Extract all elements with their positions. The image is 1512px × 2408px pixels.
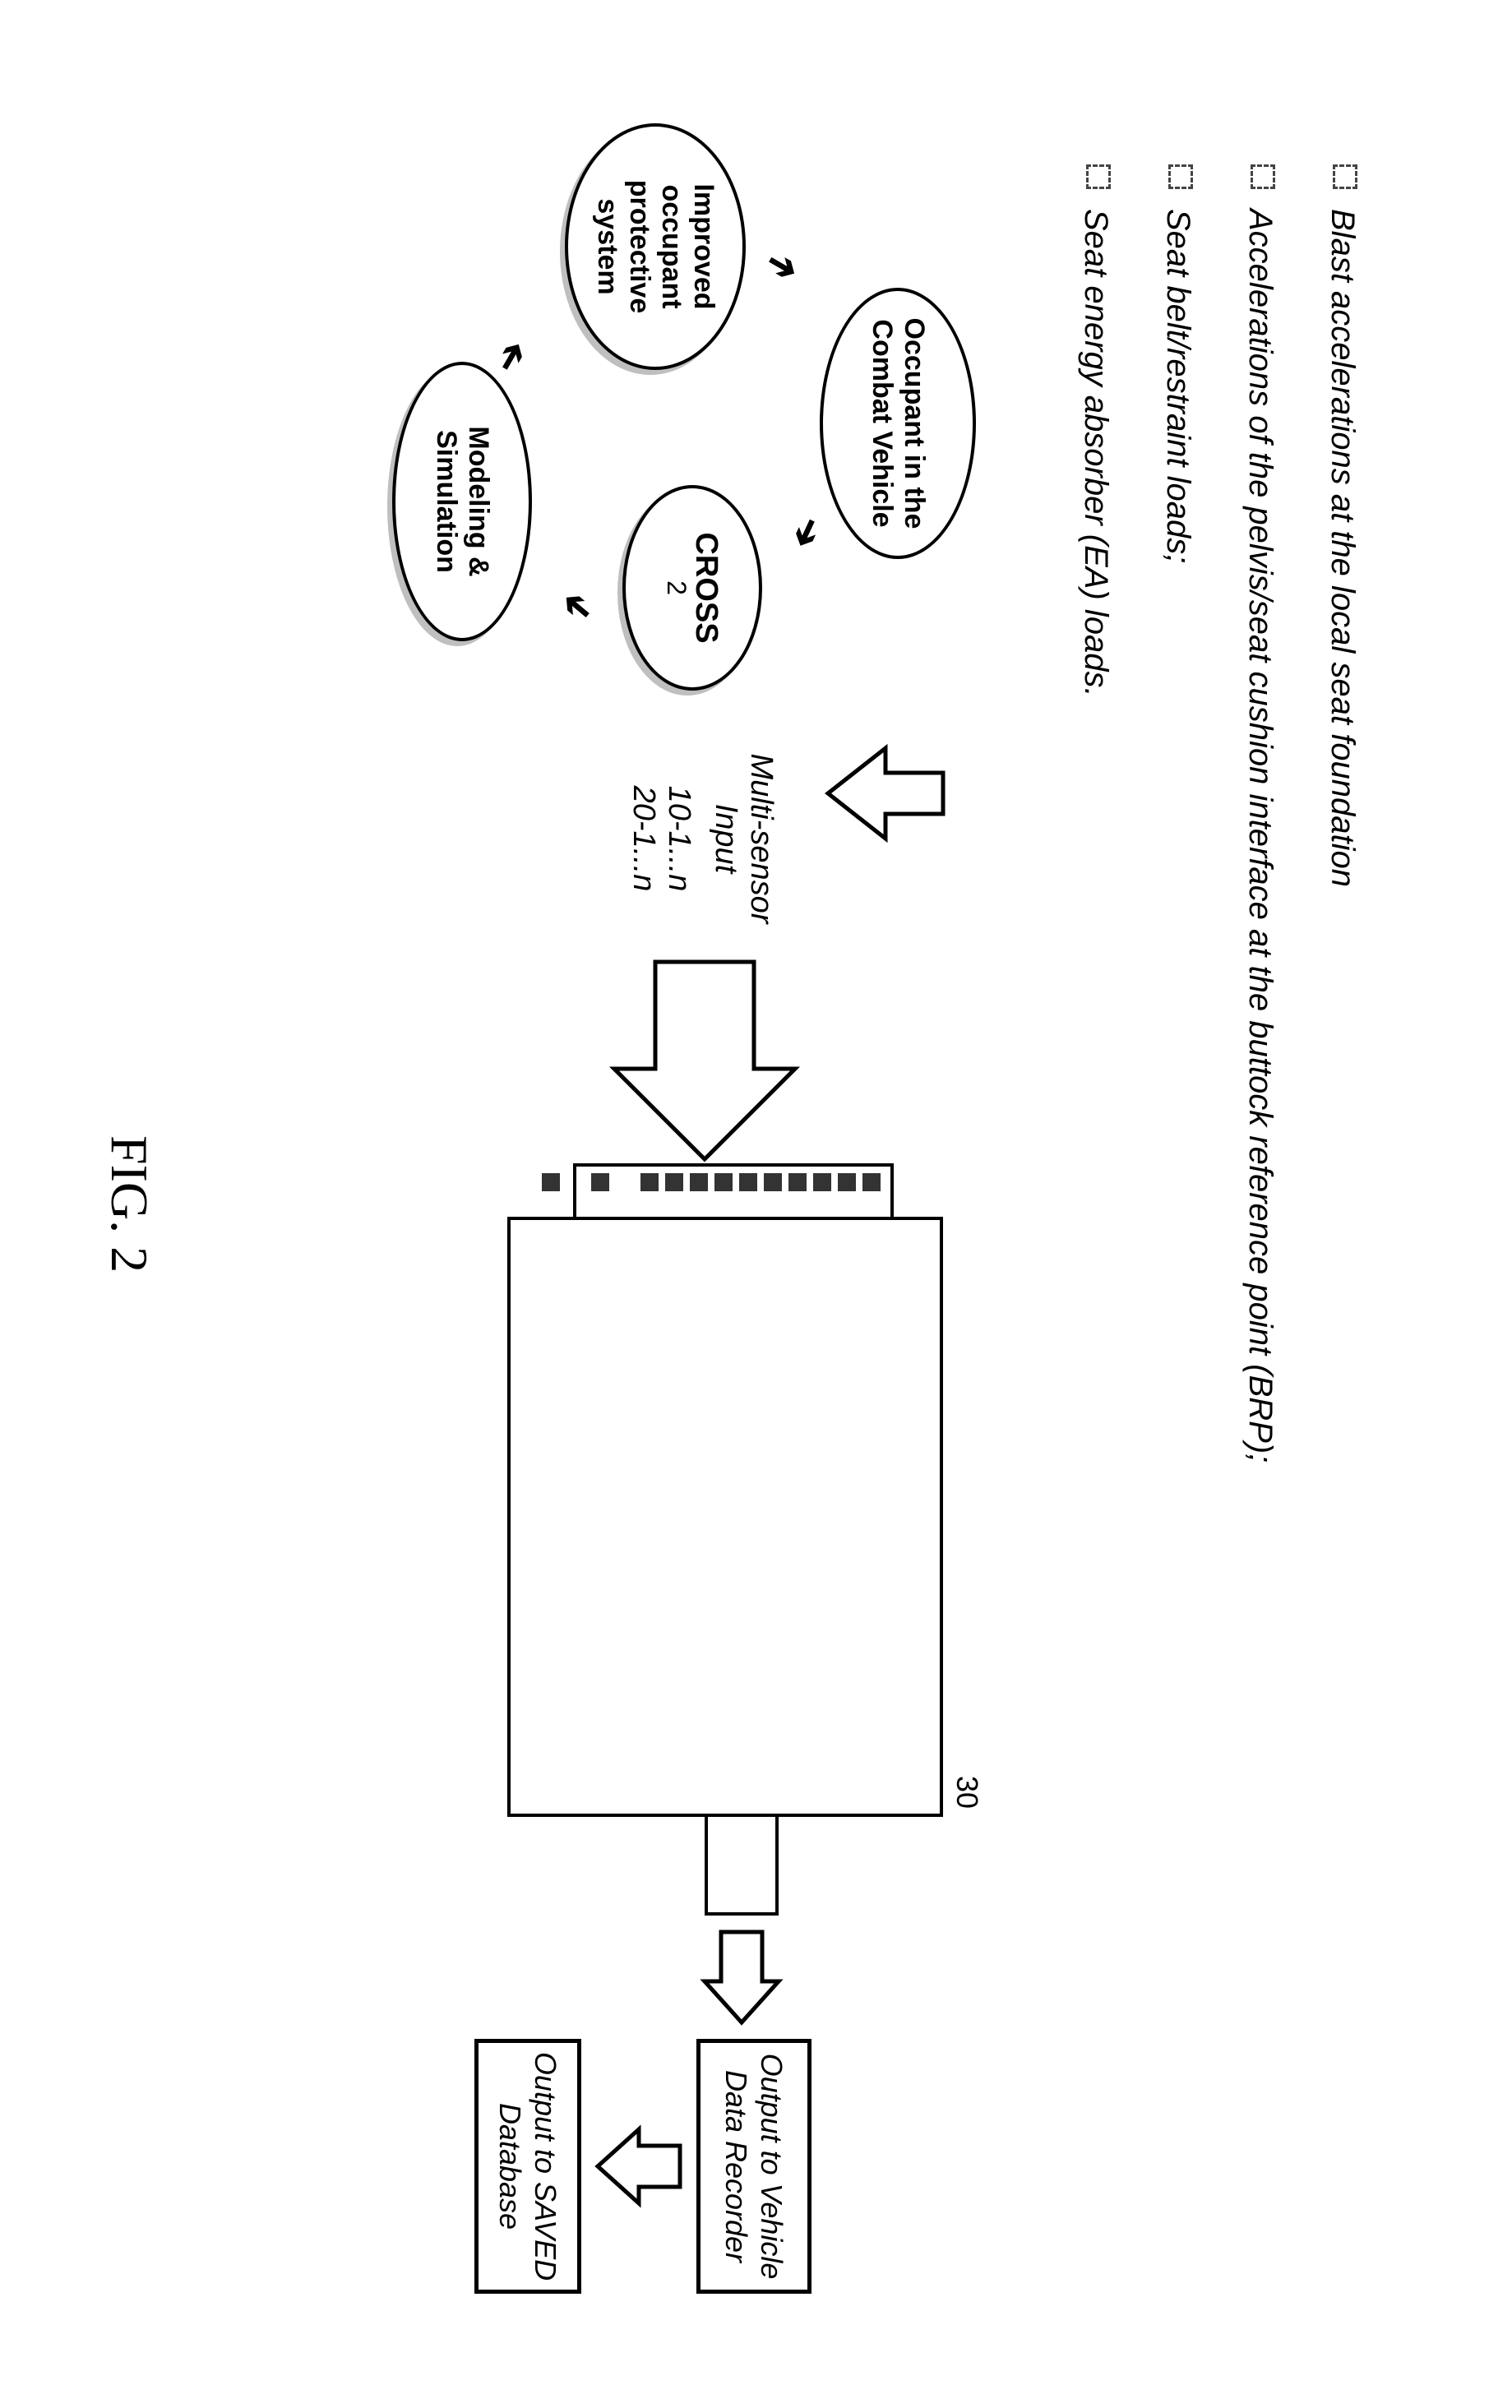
sensor-line: Multi-sensor [743,732,779,945]
sensor-line: Input [708,732,743,945]
bullet-item: Blast accelerations at the local seat fo… [1321,164,1364,2244]
oval-occupant: Occupant in the Combat Vehicle [820,288,976,559]
diagram: Occupant in the Combat Vehicle CROSS 2 M… [88,164,992,2244]
bullet-text: Seat energy absorber (EA) loads. [1075,209,1117,697]
checkbox-icon [1251,164,1275,189]
cycle-arrow-icon: ➔ [782,511,833,556]
bullet-text: Seat belt/restraint loads; [1157,209,1200,563]
output-label: Output to Vehicle Data Recorder [719,2050,789,2283]
output-port [705,1817,779,1916]
oval-modeling: Modeling & Simulation [392,362,532,641]
oval-sublabel: 2 [661,580,691,595]
checkbox-icon [1086,164,1111,189]
port-dot-icon [640,1173,659,1191]
figure-caption: FIG. 2 [99,1135,160,1273]
oval-label: CROSS [688,532,724,643]
port-dot-icon [714,1173,733,1191]
output-vdr-box: Output to Vehicle Data Recorder [696,2039,811,2294]
rotated-page: Blast accelerations at the local seat fo… [0,0,1512,2408]
cycle-arrow-icon: ➔ [552,581,602,633]
port-dot-icon [813,1173,831,1191]
bullet-item: Accelerations of the pelvis/seat cushion… [1239,164,1282,2244]
block-arrow-icon [696,1924,787,2031]
port-dot-icon [764,1173,782,1191]
port-dot-icon [838,1173,856,1191]
processor-box [507,1217,943,1817]
page-content: Blast accelerations at the local seat fo… [0,0,1512,2408]
bullet-item: Seat energy absorber (EA) loads. [1075,164,1117,2244]
port-dot-icon [739,1173,757,1191]
output-label: Output to SAVED Database [492,2050,563,2283]
port-dot-icon [862,1173,881,1191]
oval-cross: CROSS 2 [622,485,762,691]
bullet-list: Blast accelerations at the local seat fo… [1075,164,1364,2244]
ref-number: 30 [950,1776,984,1809]
port-dot-icon [788,1173,807,1191]
sensor-line: 20-1...n [626,732,661,945]
oval-label: Modeling & Simulation [430,373,494,630]
oval-protective: Improved occupant protective system [565,123,746,370]
cycle-arrow-icon: ➔ [759,240,806,292]
block-arrow-icon [590,2121,688,2212]
block-arrow-icon [598,954,811,1167]
port-dot-icon [542,1173,560,1191]
bullet-item: Seat belt/restraint loads; [1157,164,1200,2244]
checkbox-icon [1333,164,1357,189]
bullet-text: Accelerations of the pelvis/seat cushion… [1239,209,1282,1463]
port-dot-icon [665,1173,683,1191]
output-saved-box: Output to SAVED Database [474,2039,581,2294]
port-dot-icon [591,1173,609,1191]
sensor-line: 10-1...n [661,732,696,945]
sensor-label: Multi-sensor Input 10-1...n 20-1...n [626,732,779,945]
bullet-text: Blast accelerations at the local seat fo… [1321,209,1364,887]
oval-label: Improved occupant protective system [591,135,719,358]
oval-label: Occupant in the Combat Vehicle [866,299,930,548]
block-arrow-icon [820,740,951,847]
port-dot-icon [690,1173,708,1191]
port-array [573,1163,894,1217]
checkbox-icon [1168,164,1193,189]
